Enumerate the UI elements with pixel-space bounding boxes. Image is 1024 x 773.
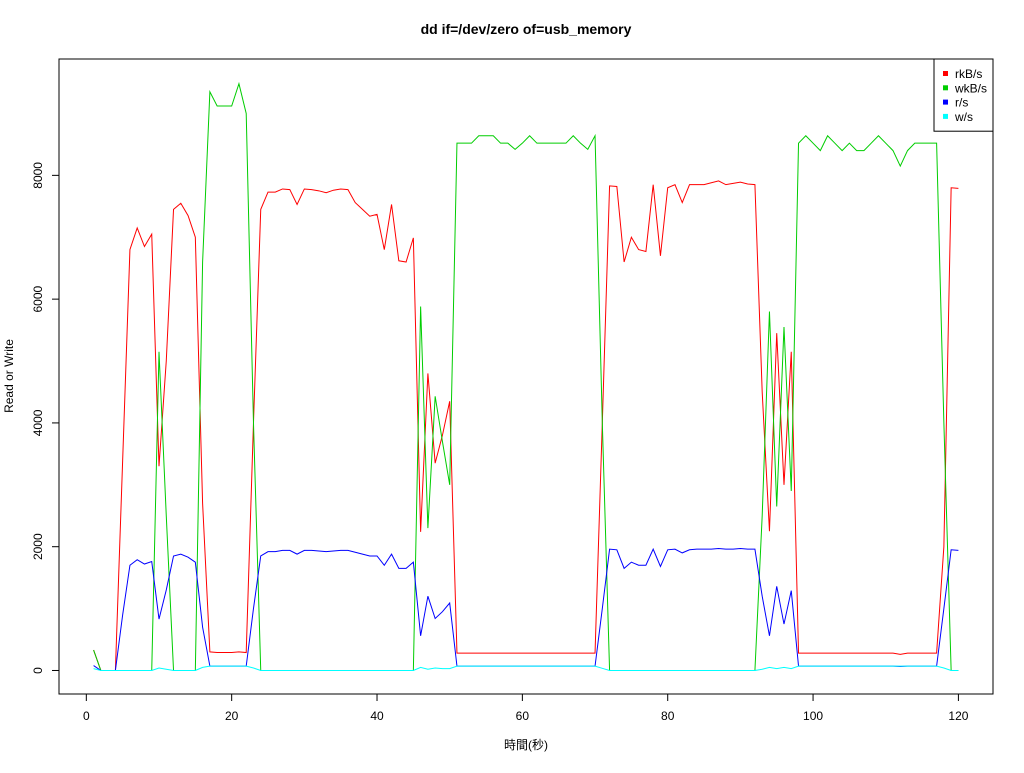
legend-swatch [943,113,948,119]
series-line [93,180,959,671]
y-tick-label: 0 [31,667,45,674]
y-tick-label: 8000 [31,162,45,189]
x-tick-label: 20 [225,709,239,723]
legend-label: r/s [955,96,968,110]
x-tick-label: 40 [370,709,384,723]
legend-swatch [943,99,948,105]
x-tick-label: 100 [803,709,823,723]
x-tick-label: 0 [83,709,90,723]
legend-swatch [943,85,948,91]
legend-swatch [943,71,948,76]
series-line [93,665,959,671]
chart-title: dd if=/dev/zero of=usb_memory [421,21,632,37]
legend-label: rkB/s [955,67,982,81]
legend-label: w/s [954,110,973,124]
x-tick-label: 80 [661,709,675,723]
y-tick-label: 2000 [31,533,45,560]
x-tick-label: 120 [948,709,968,723]
legend-label: wkB/s [954,81,987,95]
y-axis-label: Read or Write [2,339,16,413]
y-tick-label: 6000 [31,285,45,312]
y-tick-label: 4000 [31,409,45,436]
x-tick-label: 60 [516,709,530,723]
series-line [93,81,959,671]
x-axis-label: 時間(秒) [504,738,548,752]
